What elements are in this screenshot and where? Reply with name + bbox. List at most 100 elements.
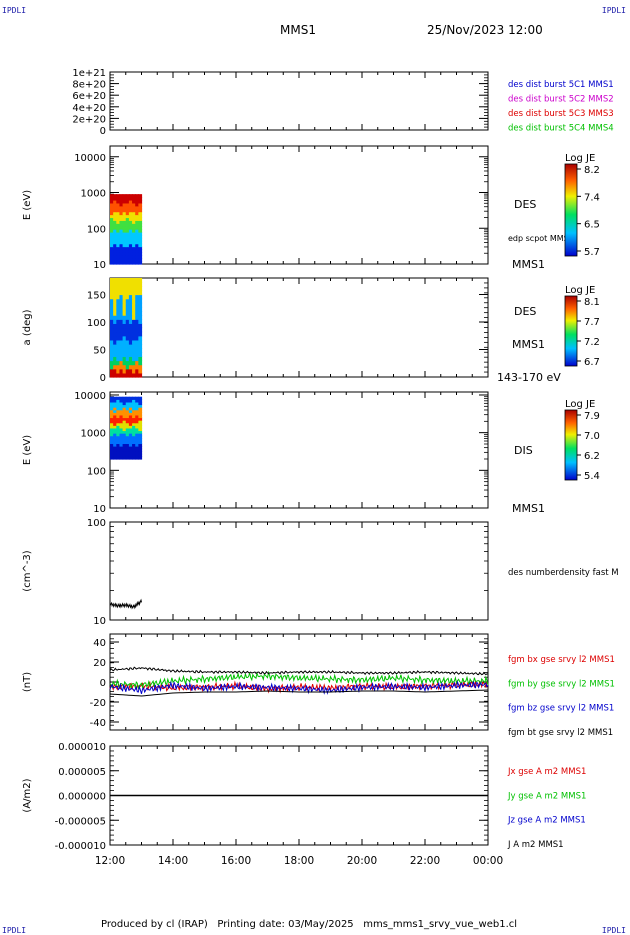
panel4-cell xyxy=(128,440,133,445)
panel5-ytick-label: 10 xyxy=(93,616,106,627)
panel4-cell xyxy=(116,412,121,416)
footer-filename: mms_mms1_srvy_vue_web1.cl xyxy=(363,919,518,930)
panel3-cell xyxy=(135,298,139,304)
panel2-cell xyxy=(113,208,117,213)
footer-produced-by: Produced by cl (IRAP) xyxy=(101,919,208,930)
panel4-cell xyxy=(122,399,127,403)
panel3-cell xyxy=(116,319,121,324)
panel4-cell xyxy=(119,407,124,411)
panel4-cell xyxy=(125,435,130,439)
panel4-cell xyxy=(125,448,130,452)
panel2-cell xyxy=(125,223,130,227)
panel3-cell xyxy=(128,302,133,308)
panel4-cell xyxy=(128,451,133,455)
panel3-cell xyxy=(110,364,114,370)
panel2-cell xyxy=(135,243,139,248)
time-axis-label-6: 00:00 xyxy=(473,855,503,867)
panel3-cell xyxy=(119,344,124,349)
panel4-cell xyxy=(113,409,117,413)
panel3-cell xyxy=(119,335,124,341)
panel2-cell xyxy=(116,229,121,233)
panel4-cell xyxy=(116,427,121,432)
panel4-cell xyxy=(135,433,139,437)
panel2-cell xyxy=(135,229,139,233)
panel2-cell xyxy=(138,252,143,256)
panel4-cell xyxy=(113,414,117,419)
panel3-cell xyxy=(132,352,136,357)
panel2-cell xyxy=(138,240,143,245)
panel3-cell xyxy=(125,290,130,296)
panel4-cell xyxy=(132,448,136,452)
panel4-cell xyxy=(128,409,133,413)
panel2-cell xyxy=(119,231,124,236)
panel4-cell xyxy=(138,433,143,437)
time-axis-label-4: 20:00 xyxy=(347,855,377,867)
panel3-cell xyxy=(122,327,127,333)
panel6-ytick-label: 40 xyxy=(93,638,106,649)
panel3-cell xyxy=(122,339,127,345)
panel3-cell xyxy=(128,356,133,362)
panel3-cell xyxy=(125,331,130,337)
panel3-cell xyxy=(138,278,143,283)
panel2-cell xyxy=(119,261,124,265)
panel2-cell xyxy=(119,205,124,210)
panel2-cell xyxy=(119,217,124,221)
panel4-cell xyxy=(122,430,127,434)
panel4-cell xyxy=(128,399,133,403)
panel4-cell xyxy=(110,443,114,447)
panel7-ytick-label: 0.000005 xyxy=(58,767,106,778)
panel4-cell xyxy=(125,422,130,426)
panel4-cell xyxy=(116,456,121,460)
panel3-cell xyxy=(113,327,117,333)
panel6-legend-0: fgm bx gse srvy l2 MMS1 xyxy=(508,655,615,665)
panel2-cell xyxy=(116,197,121,201)
panel2-cell xyxy=(119,202,124,207)
panel3-cell xyxy=(135,331,139,337)
panel3-cell xyxy=(122,364,127,370)
panel4-cell xyxy=(119,430,124,434)
panel2-cell xyxy=(138,211,143,216)
panel2-cell xyxy=(128,217,133,221)
panel3-cell xyxy=(122,335,127,341)
panel2-cell xyxy=(113,240,117,245)
panel4-cell xyxy=(116,396,121,400)
panel4-cell xyxy=(125,425,130,429)
panel3-cell xyxy=(113,298,117,304)
panel4-colorbar-tick-label: 7.9 xyxy=(584,411,600,422)
panel2-cell xyxy=(128,261,133,265)
panel2-cell xyxy=(119,220,124,224)
panel3-cell xyxy=(119,372,124,378)
panel2-cell xyxy=(128,211,133,216)
panel3-cell xyxy=(116,278,121,283)
panel3-cell xyxy=(113,356,117,362)
panel3-cell xyxy=(116,339,121,345)
panel2-cell xyxy=(125,258,130,262)
panel2-cell xyxy=(113,229,117,233)
panel3-cell xyxy=(128,360,133,366)
panel3-cell xyxy=(119,339,124,345)
panel4-cell xyxy=(125,404,130,408)
panel2-cell xyxy=(138,229,143,233)
panel4-cell xyxy=(110,453,114,457)
panel4-cell xyxy=(135,404,139,408)
panel7-legend-0: Jx gse A m2 MMS1 xyxy=(507,767,586,777)
panel4-cell xyxy=(138,453,143,457)
panel4-cell xyxy=(135,448,139,452)
panel3-cell xyxy=(128,323,133,329)
panel1-legend-1: des dist burst 5C2 MMS2 xyxy=(508,95,614,105)
panel3-cell xyxy=(110,290,114,296)
panel4-cell xyxy=(113,396,117,400)
panel4-cell xyxy=(122,446,127,450)
panel2-cell xyxy=(135,220,139,224)
panel4-cell xyxy=(132,440,136,445)
panel4-cell xyxy=(122,443,127,447)
panel3-cell xyxy=(122,319,127,324)
panel3-cell xyxy=(135,344,139,349)
panel4-instrument-label: DIS xyxy=(514,444,533,457)
panel2-cell xyxy=(125,252,130,256)
panel4-cell xyxy=(132,407,136,411)
panel3-cell xyxy=(116,290,121,296)
panel3-ylabel: a (deg) xyxy=(22,309,33,345)
panel3-cell xyxy=(132,335,136,341)
panel2-cell xyxy=(128,223,133,227)
